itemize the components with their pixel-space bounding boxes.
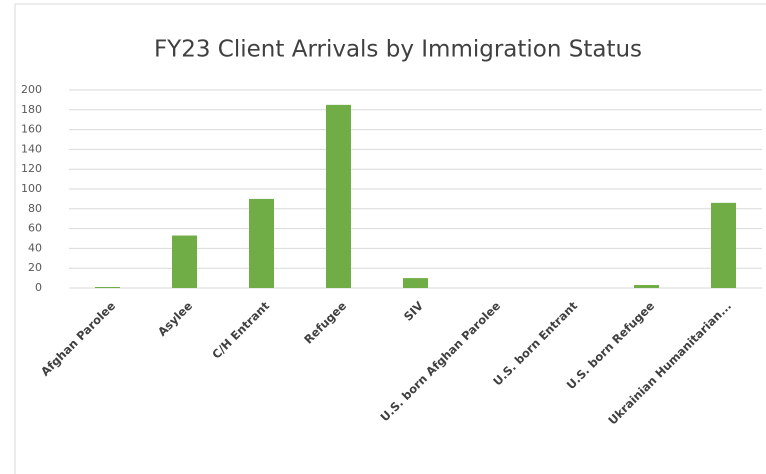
bar: [711, 202, 736, 288]
y-tick-label: 120: [21, 162, 42, 175]
y-tick-label: 200: [21, 83, 42, 96]
x-tick-label: U.S. born Entrant: [490, 298, 580, 388]
bar: [95, 287, 120, 288]
x-tick-label: U.S. born Afghan Parolee: [377, 299, 503, 425]
bar: [403, 278, 428, 288]
y-tick-label: 180: [21, 103, 42, 116]
x-tick-label: Refugee: [301, 299, 349, 347]
bar: [634, 285, 659, 288]
bar: [249, 198, 274, 288]
x-tick-label: Ukrainian Humanitarian...: [605, 299, 734, 428]
y-tick-label: 40: [28, 241, 42, 254]
bar: [172, 235, 197, 288]
y-tick-label: 100: [21, 182, 42, 195]
x-tick-label: C/H Entrant: [209, 298, 272, 361]
x-tick-label: U.S. born Refugee: [564, 299, 658, 393]
y-tick-label: 140: [21, 142, 42, 155]
y-tick-label: 60: [28, 222, 42, 235]
y-tick-label: 20: [28, 261, 42, 274]
x-tick-label: SIV: [401, 299, 426, 324]
y-tick-label: 160: [21, 123, 42, 136]
y-tick-label: 80: [28, 202, 42, 215]
chart-title: FY23 Client Arrivals by Immigration Stat…: [154, 37, 642, 63]
x-tick-label: Afghan Parolee: [38, 299, 118, 379]
bar: [326, 104, 351, 288]
y-tick-label: 0: [35, 281, 42, 294]
x-tick-label: Asylee: [155, 299, 195, 339]
